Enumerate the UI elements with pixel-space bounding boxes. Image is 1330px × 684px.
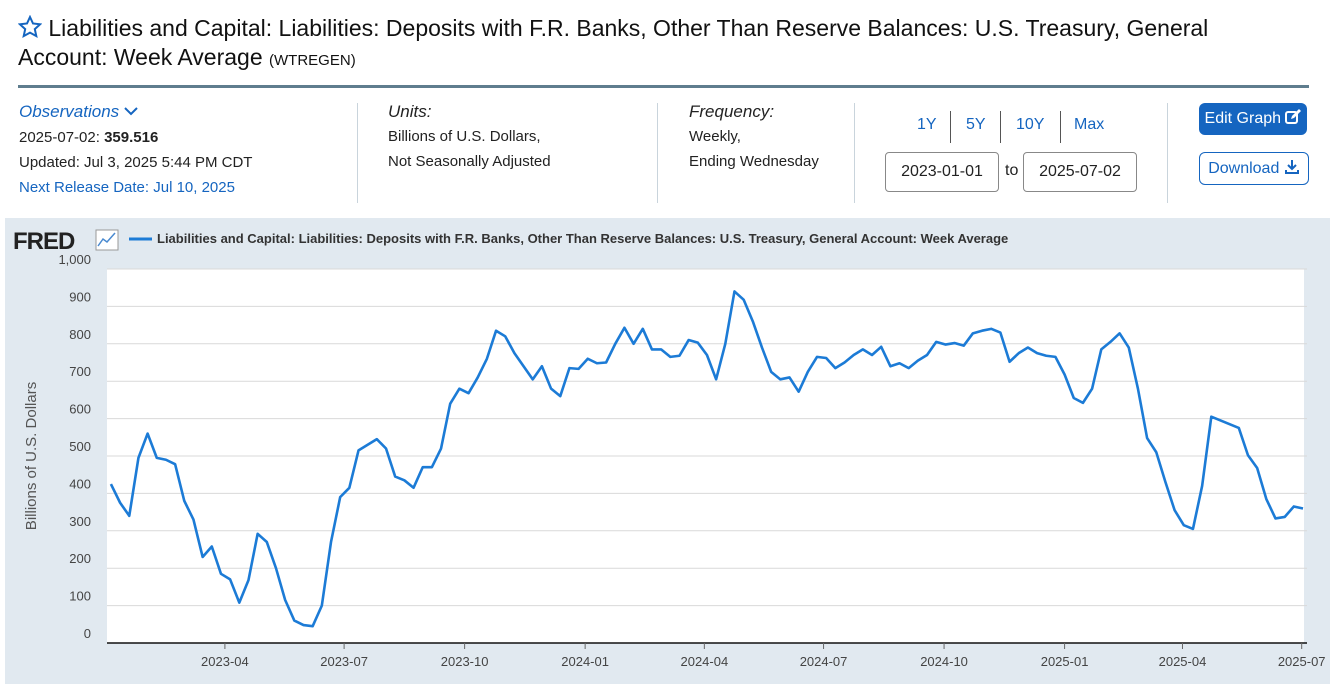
latest-value: 359.516 [104, 129, 159, 146]
updated: Updated: Jul 3, 2025 5:44 PM CDT [19, 154, 253, 171]
y-tick-label: 900 [69, 289, 91, 304]
separator [1060, 111, 1061, 143]
latest-date: 2025-07-02: [19, 129, 100, 146]
x-tick-label: 2024-04 [680, 654, 728, 669]
x-tick-label: 2024-10 [920, 654, 968, 669]
x-tick-label: 2024-07 [800, 654, 848, 669]
separator [1167, 103, 1168, 203]
observations: Observations 2025-07-02: 359.516 Updated… [19, 99, 252, 200]
frequency-line: Weekly, [689, 128, 741, 145]
frequency-line: Ending Wednesday [689, 153, 819, 170]
separator [854, 103, 855, 203]
series-id: (WTREGEN) [269, 52, 356, 69]
x-tick-label: 2024-01 [561, 654, 609, 669]
chart: FRED Liabilities and Capital: Liabilitie… [5, 218, 1330, 684]
title-text: Liabilities and Capital: Liabilities: De… [18, 15, 1209, 70]
x-tick-label: 2025-04 [1159, 654, 1207, 669]
frequency-label: Frequency: [689, 102, 775, 121]
range-button[interactable]: 5Y [966, 116, 986, 133]
units-label: Units: [388, 102, 432, 121]
y-axis-label: Billions of U.S. Dollars [23, 382, 40, 530]
y-tick-label: 1,000 [58, 252, 91, 267]
x-tick-label: 2023-10 [441, 654, 489, 669]
range-button[interactable]: Max [1074, 116, 1105, 133]
end-date-input[interactable]: 2025-07-02 [1023, 152, 1137, 192]
y-tick-label: 600 [69, 402, 91, 417]
x-tick-label: 2025-01 [1041, 654, 1089, 669]
y-tick-label: 0 [84, 626, 91, 641]
edit-graph-button[interactable]: Edit Graph [1199, 103, 1307, 135]
separator [357, 103, 358, 203]
fred-logo: FRED [13, 228, 75, 255]
units: Units: Billions of U.S. Dollars, Not Sea… [388, 99, 551, 174]
legend-entry: Liabilities and Capital: Liabilities: De… [157, 231, 1008, 246]
download-icon [1284, 160, 1299, 174]
series-title: Liabilities and Capital: Liabilities: De… [17, 14, 1278, 75]
to-label: to [1005, 162, 1019, 179]
edit-icon [1285, 109, 1302, 124]
frequency: Frequency: Weekly, Ending Wednesday [689, 99, 819, 174]
next-release[interactable]: Next Release Date: Jul 10, 2025 [19, 179, 235, 196]
y-tick-label: 400 [69, 476, 91, 491]
logo-icon [95, 229, 119, 251]
observations-toggle[interactable]: Observations [19, 102, 120, 121]
y-tick-label: 100 [69, 589, 91, 604]
edit-graph-label: Edit Graph [1204, 110, 1282, 127]
y-tick-label: 500 [69, 439, 91, 454]
download-button[interactable]: Download [1199, 152, 1309, 185]
chevron[interactable] [123, 105, 139, 117]
y-tick-label: 300 [69, 514, 91, 529]
x-tick-label: 2025-07 [1278, 654, 1326, 669]
star-icon[interactable] [17, 14, 43, 39]
separator [950, 111, 951, 143]
separator [1000, 111, 1001, 143]
x-tick-label: 2023-04 [201, 654, 249, 669]
separator [657, 103, 658, 203]
series-line [109, 290, 1304, 628]
download-label: Download [1208, 160, 1280, 177]
range-button[interactable]: 10Y [1016, 116, 1045, 133]
y-tick-label: 800 [69, 327, 91, 342]
start-date-input[interactable]: 2023-01-01 [885, 152, 999, 192]
divider [18, 85, 1309, 88]
y-tick-label: 700 [69, 364, 91, 379]
x-tick-label: 2023-07 [320, 654, 368, 669]
units-line: Billions of U.S. Dollars, [388, 128, 541, 145]
units-line: Not Seasonally Adjusted [388, 153, 551, 170]
range-button[interactable]: 1Y [917, 116, 937, 133]
y-tick-label: 200 [69, 551, 91, 566]
